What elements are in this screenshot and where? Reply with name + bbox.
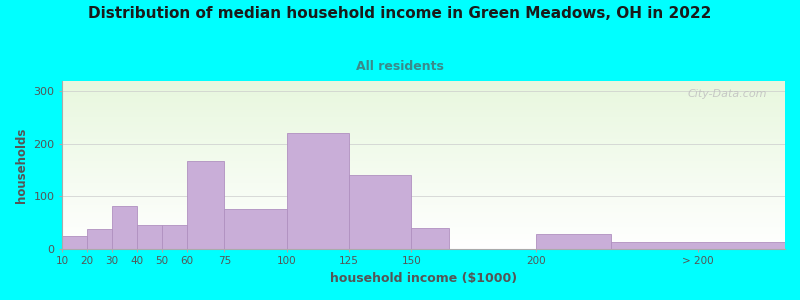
Bar xyxy=(411,228,449,249)
Bar xyxy=(536,234,610,249)
Text: All residents: All residents xyxy=(356,60,444,73)
Bar xyxy=(610,242,785,249)
X-axis label: household income ($1000): household income ($1000) xyxy=(330,272,518,285)
Bar xyxy=(286,134,349,249)
Bar xyxy=(62,236,87,249)
Y-axis label: households: households xyxy=(15,127,28,202)
Bar xyxy=(162,225,187,249)
Text: Distribution of median household income in Green Meadows, OH in 2022: Distribution of median household income … xyxy=(88,6,712,21)
Bar xyxy=(349,176,411,249)
Bar xyxy=(112,206,137,249)
Bar xyxy=(187,161,224,249)
Bar xyxy=(87,229,112,249)
Text: City-Data.com: City-Data.com xyxy=(687,89,767,99)
Bar xyxy=(224,209,286,249)
Bar xyxy=(137,225,162,249)
